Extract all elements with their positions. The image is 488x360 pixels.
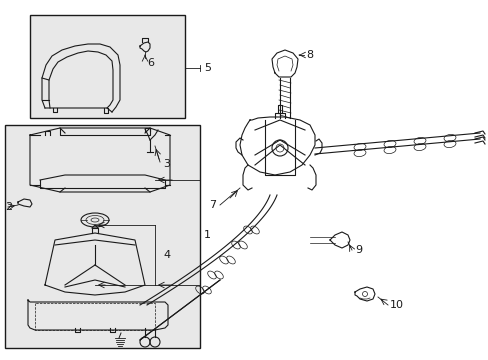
Text: 6: 6	[147, 58, 154, 68]
Text: 7: 7	[208, 200, 216, 210]
Text: 8: 8	[305, 50, 312, 60]
Text: 2: 2	[5, 202, 12, 212]
Bar	[30, 15, 184, 118]
Text: 4: 4	[163, 250, 170, 260]
Text: 1: 1	[203, 230, 210, 240]
Text: 10: 10	[389, 300, 403, 310]
Text: 5: 5	[203, 63, 210, 73]
Bar	[5, 125, 200, 348]
Text: 3: 3	[163, 159, 170, 169]
Text: 9: 9	[354, 245, 362, 255]
